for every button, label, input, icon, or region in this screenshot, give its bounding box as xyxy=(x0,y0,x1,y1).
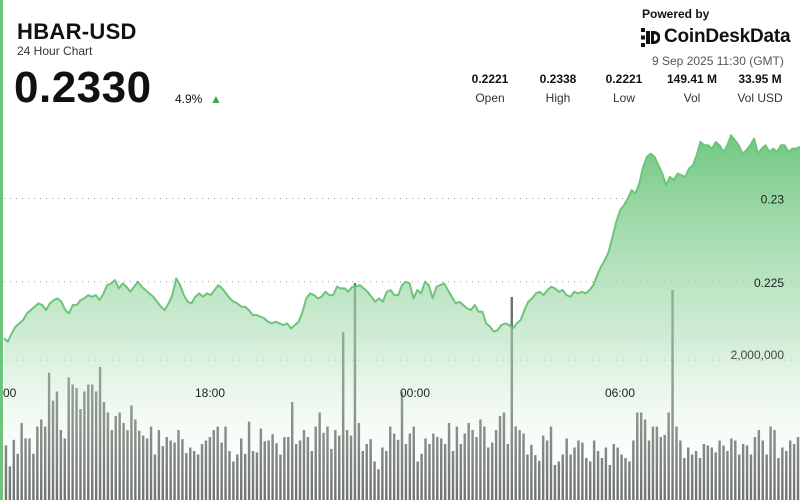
stat-vol-usd: 33.95 M Vol USD xyxy=(725,72,795,105)
stat-high-value: 0.2338 xyxy=(539,72,577,86)
brand-logo-link[interactable]: CoinDeskData xyxy=(641,26,791,48)
price-series-line xyxy=(3,134,800,343)
stat-open-value: 0.2221 xyxy=(471,72,509,86)
stat-vol-label: Vol xyxy=(683,91,701,105)
current-price: 0.2330 xyxy=(14,63,152,112)
chart-left-edge xyxy=(0,0,3,500)
y-tick-label: 0.225 xyxy=(754,276,784,290)
stat-vol-usd-label: Vol USD xyxy=(737,91,783,105)
stat-low-value: 0.2221 xyxy=(605,72,643,86)
stat-vol: 149.41 M Vol xyxy=(652,72,732,105)
volume-tick-label: 2,000,000 xyxy=(731,348,785,362)
price-area xyxy=(4,135,800,500)
triangle-up-icon: ▲ xyxy=(210,92,222,106)
x-tick-label: 06:00 xyxy=(605,386,635,400)
pair-title: HBAR-USD xyxy=(17,19,137,44)
price-change-percent: 4.9% xyxy=(175,92,203,106)
chart-period-label: 24 Hour Chart xyxy=(17,44,93,58)
powered-by-label: Powered by xyxy=(642,7,710,21)
coindesk-logo-icon xyxy=(641,27,660,47)
stat-low: 0.2221 Low xyxy=(589,72,659,105)
stat-vol-value: 149.41 M xyxy=(666,72,718,86)
stat-vol-usd-value: 33.95 M xyxy=(738,72,782,86)
stat-open: 0.2221 Open xyxy=(455,72,525,105)
brand-name: CoinDeskData xyxy=(664,26,791,47)
x-tick-label: 00:00 xyxy=(400,386,430,400)
x-tick-label: 18:00 xyxy=(195,386,225,400)
stat-high: 0.2338 High xyxy=(523,72,593,105)
stat-high-label: High xyxy=(545,91,571,105)
stats-panel: 0.2221 Open 0.2338 High 0.2221 Low 149.4… xyxy=(455,72,795,108)
stat-low-label: Low xyxy=(612,91,635,105)
y-tick-label: 0.23 xyxy=(761,193,785,207)
x-tick-label: 00 xyxy=(3,386,17,400)
data-timestamp: 9 Sep 2025 11:30 (GMT) xyxy=(652,54,784,68)
stat-open-label: Open xyxy=(475,91,505,105)
